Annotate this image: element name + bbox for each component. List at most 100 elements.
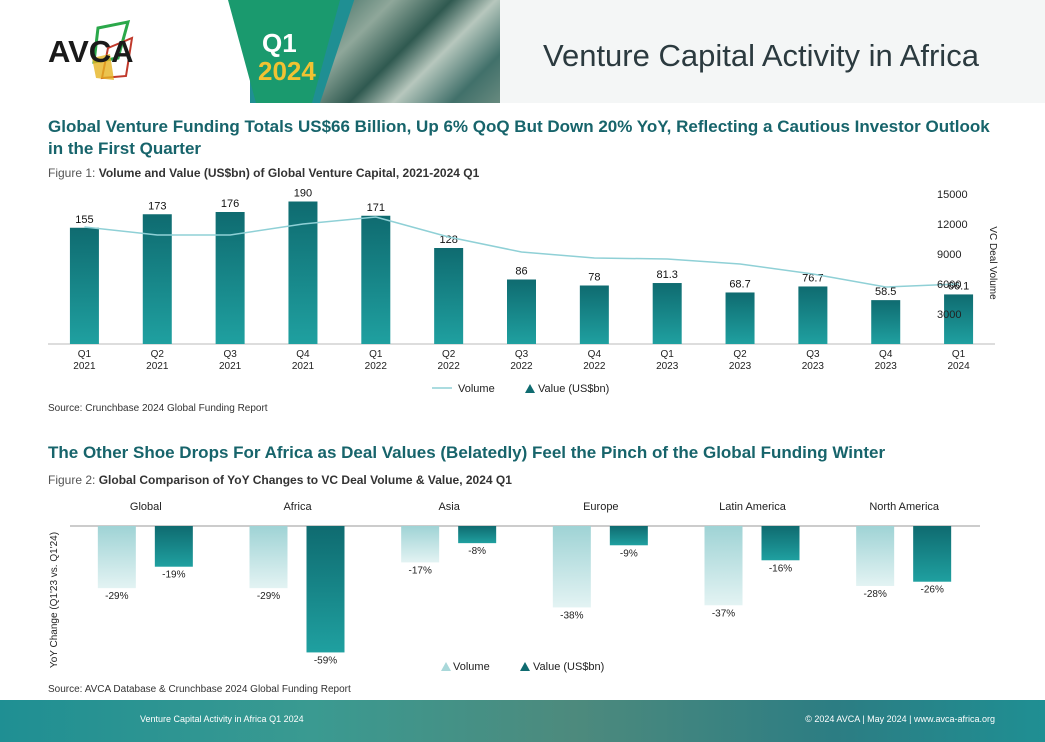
bar-data-label: 128 — [439, 234, 457, 246]
legend-volume-label: Volume — [453, 661, 490, 673]
volume-data-label: -17% — [408, 565, 431, 576]
x-tick-label-year: 2021 — [73, 361, 96, 372]
value-bar — [609, 526, 648, 546]
legend-value-label: Value (US$bn) — [538, 383, 609, 395]
value-bar — [69, 227, 99, 344]
bar-data-label: 68.7 — [729, 278, 750, 290]
x-tick-label-year: 2023 — [875, 361, 898, 372]
legend-volume-swatch — [441, 662, 451, 671]
x-tick-label-year: 2024 — [947, 361, 970, 372]
region-label: North America — [869, 501, 940, 513]
value-bar — [507, 279, 536, 344]
figure1-source: Source: Crunchbase 2024 Global Funding R… — [48, 403, 268, 414]
value-bar — [154, 526, 193, 567]
volume-bar — [552, 526, 591, 608]
figure2-chart: Global -29% -19% Africa -29% -59% Asia -17% -8% E… — [49, 501, 980, 673]
x-tick-label-year: 2022 — [583, 361, 606, 372]
y2-tick-label: 6000 — [937, 279, 961, 291]
figure2-prefix: Figure 2: — [48, 473, 99, 487]
section1-heading: Global Venture Funding Totals US$66 Bill… — [48, 117, 990, 158]
value-bar — [871, 300, 901, 344]
figure2-title: Global Comparison of YoY Changes to VC D… — [98, 473, 512, 487]
footer-left-text: Venture Capital Activity in Africa Q1 20… — [140, 714, 304, 724]
legend-value-swatch — [520, 662, 530, 671]
value-data-label: -59% — [314, 655, 337, 666]
x-tick-label-year: 2022 — [510, 361, 533, 372]
value-data-label: -19% — [162, 570, 185, 581]
header-logo-area — [0, 0, 250, 103]
header-title-area — [500, 0, 1045, 103]
value-data-label: -8% — [468, 546, 486, 557]
x-tick-label-quarter: Q2 — [151, 349, 165, 360]
bar-data-label: 173 — [148, 200, 166, 212]
y2-tick-label: 12000 — [937, 219, 968, 231]
volume-data-label: -29% — [105, 591, 128, 602]
volume-bar — [249, 526, 288, 589]
figure1-chart: 155Q12021173Q22021176Q32021190Q42021171Q… — [48, 188, 998, 395]
bar-data-label: 190 — [294, 188, 312, 200]
y-axis-label: YoY Change (Q1'23 vs. Q1'24) — [49, 532, 60, 668]
bar-data-label: 171 — [367, 202, 385, 214]
footer-right-text: © 2024 AVCA | May 2024 | www.avca-africa… — [805, 714, 995, 724]
x-tick-label-quarter: Q3 — [223, 349, 237, 360]
x-tick-label-year: 2021 — [146, 361, 169, 372]
value-bar — [361, 215, 391, 344]
x-tick-label-year: 2021 — [219, 361, 242, 372]
section2-heading: The Other Shoe Drops For Africa as Deal … — [48, 443, 886, 462]
x-tick-label-quarter: Q4 — [588, 349, 602, 360]
region-label: Latin America — [719, 501, 787, 513]
value-bar — [944, 294, 974, 344]
x-tick-label-year: 2023 — [729, 361, 752, 372]
volume-data-label: -37% — [712, 608, 735, 619]
bar-data-label: 81.3 — [656, 269, 677, 281]
value-bar — [652, 283, 682, 344]
x-tick-label-year: 2022 — [365, 361, 388, 372]
value-bar — [215, 212, 245, 344]
legend-value-label: Value (US$bn) — [533, 661, 604, 673]
value-bar — [434, 248, 464, 344]
volume-data-label: -38% — [560, 610, 583, 621]
figure2-caption: Figure 2: Global Comparison of YoY Chang… — [48, 473, 512, 487]
volume-bar — [856, 526, 895, 586]
x-tick-label-quarter: Q1 — [78, 349, 92, 360]
x-tick-label-quarter: Q1 — [952, 349, 966, 360]
footer-banner: Venture Capital Activity in Africa Q1 20… — [0, 700, 1045, 742]
value-bar — [458, 526, 497, 544]
x-tick-label-year: 2023 — [656, 361, 679, 372]
value-bar — [761, 526, 800, 561]
bar-data-label: 66.1 — [948, 280, 969, 292]
avca-logo-mark — [92, 20, 134, 80]
value-data-label: -26% — [920, 585, 943, 596]
x-tick-label-year: 2023 — [802, 361, 825, 372]
bar-data-label: 78 — [588, 272, 600, 284]
y2-tick-label: 9000 — [937, 249, 961, 261]
legend-value-swatch — [525, 384, 535, 393]
avca-logo: AVCA — [48, 34, 134, 69]
figure1-prefix: Figure 1: — [48, 166, 99, 180]
value-bar — [142, 214, 172, 344]
x-tick-label-quarter: Q4 — [879, 349, 893, 360]
volume-line — [84, 216, 959, 288]
value-data-label: -16% — [769, 563, 792, 574]
legend-volume-label: Volume — [458, 383, 495, 395]
region-label: Africa — [283, 501, 312, 513]
y2-tick-label: 15000 — [937, 189, 968, 201]
region-label: Europe — [583, 501, 618, 513]
figure1-caption: Figure 1: Volume and Value (US$bn) of Gl… — [48, 166, 479, 180]
page-title: Venture Capital Activity in Africa — [543, 38, 979, 73]
year-label: 2024 — [258, 56, 316, 86]
x-tick-label-quarter: Q1 — [369, 349, 383, 360]
region-label: Asia — [438, 501, 460, 513]
bar-data-label: 155 — [75, 214, 93, 226]
header-landscape-image — [320, 0, 510, 103]
volume-bar — [704, 526, 743, 606]
x-tick-label-year: 2022 — [438, 361, 461, 372]
value-bar — [306, 526, 345, 653]
bar-data-label: 176 — [221, 198, 239, 210]
quarter-label: Q1 — [262, 28, 297, 58]
value-data-label: -9% — [620, 548, 638, 559]
x-tick-label-quarter: Q3 — [806, 349, 820, 360]
bar-data-label: 58.5 — [875, 286, 896, 298]
x-tick-label-quarter: Q4 — [296, 349, 310, 360]
value-bar — [579, 285, 609, 344]
